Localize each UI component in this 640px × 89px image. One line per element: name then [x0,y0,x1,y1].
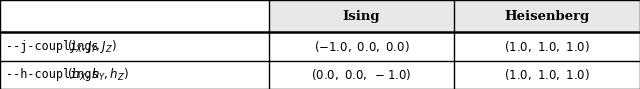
Text: --j-couplings: --j-couplings [6,40,106,53]
Text: Ising: Ising [343,10,380,23]
Text: Heisenberg: Heisenberg [504,10,590,23]
Text: $(h_X, h_Y, h_Z)$: $(h_X, h_Y, h_Z)$ [67,67,129,83]
Text: --h-couplings: --h-couplings [6,68,106,81]
Text: $(1.0,\ 1.0,\ 1.0)$: $(1.0,\ 1.0,\ 1.0)$ [504,67,590,82]
Text: $(0.0,\ 0.0,\ -1.0)$: $(0.0,\ 0.0,\ -1.0)$ [312,67,412,82]
Text: $(J_X, J_Y, J_Z)$: $(J_X, J_Y, J_Z)$ [67,38,117,55]
Bar [269,0,454,32]
Bar [454,0,640,32]
Text: $(1.0,\ 1.0,\ 1.0)$: $(1.0,\ 1.0,\ 1.0)$ [504,39,590,54]
Text: $(-1.0,\ 0.0,\ 0.0)$: $(-1.0,\ 0.0,\ 0.0)$ [314,39,410,54]
